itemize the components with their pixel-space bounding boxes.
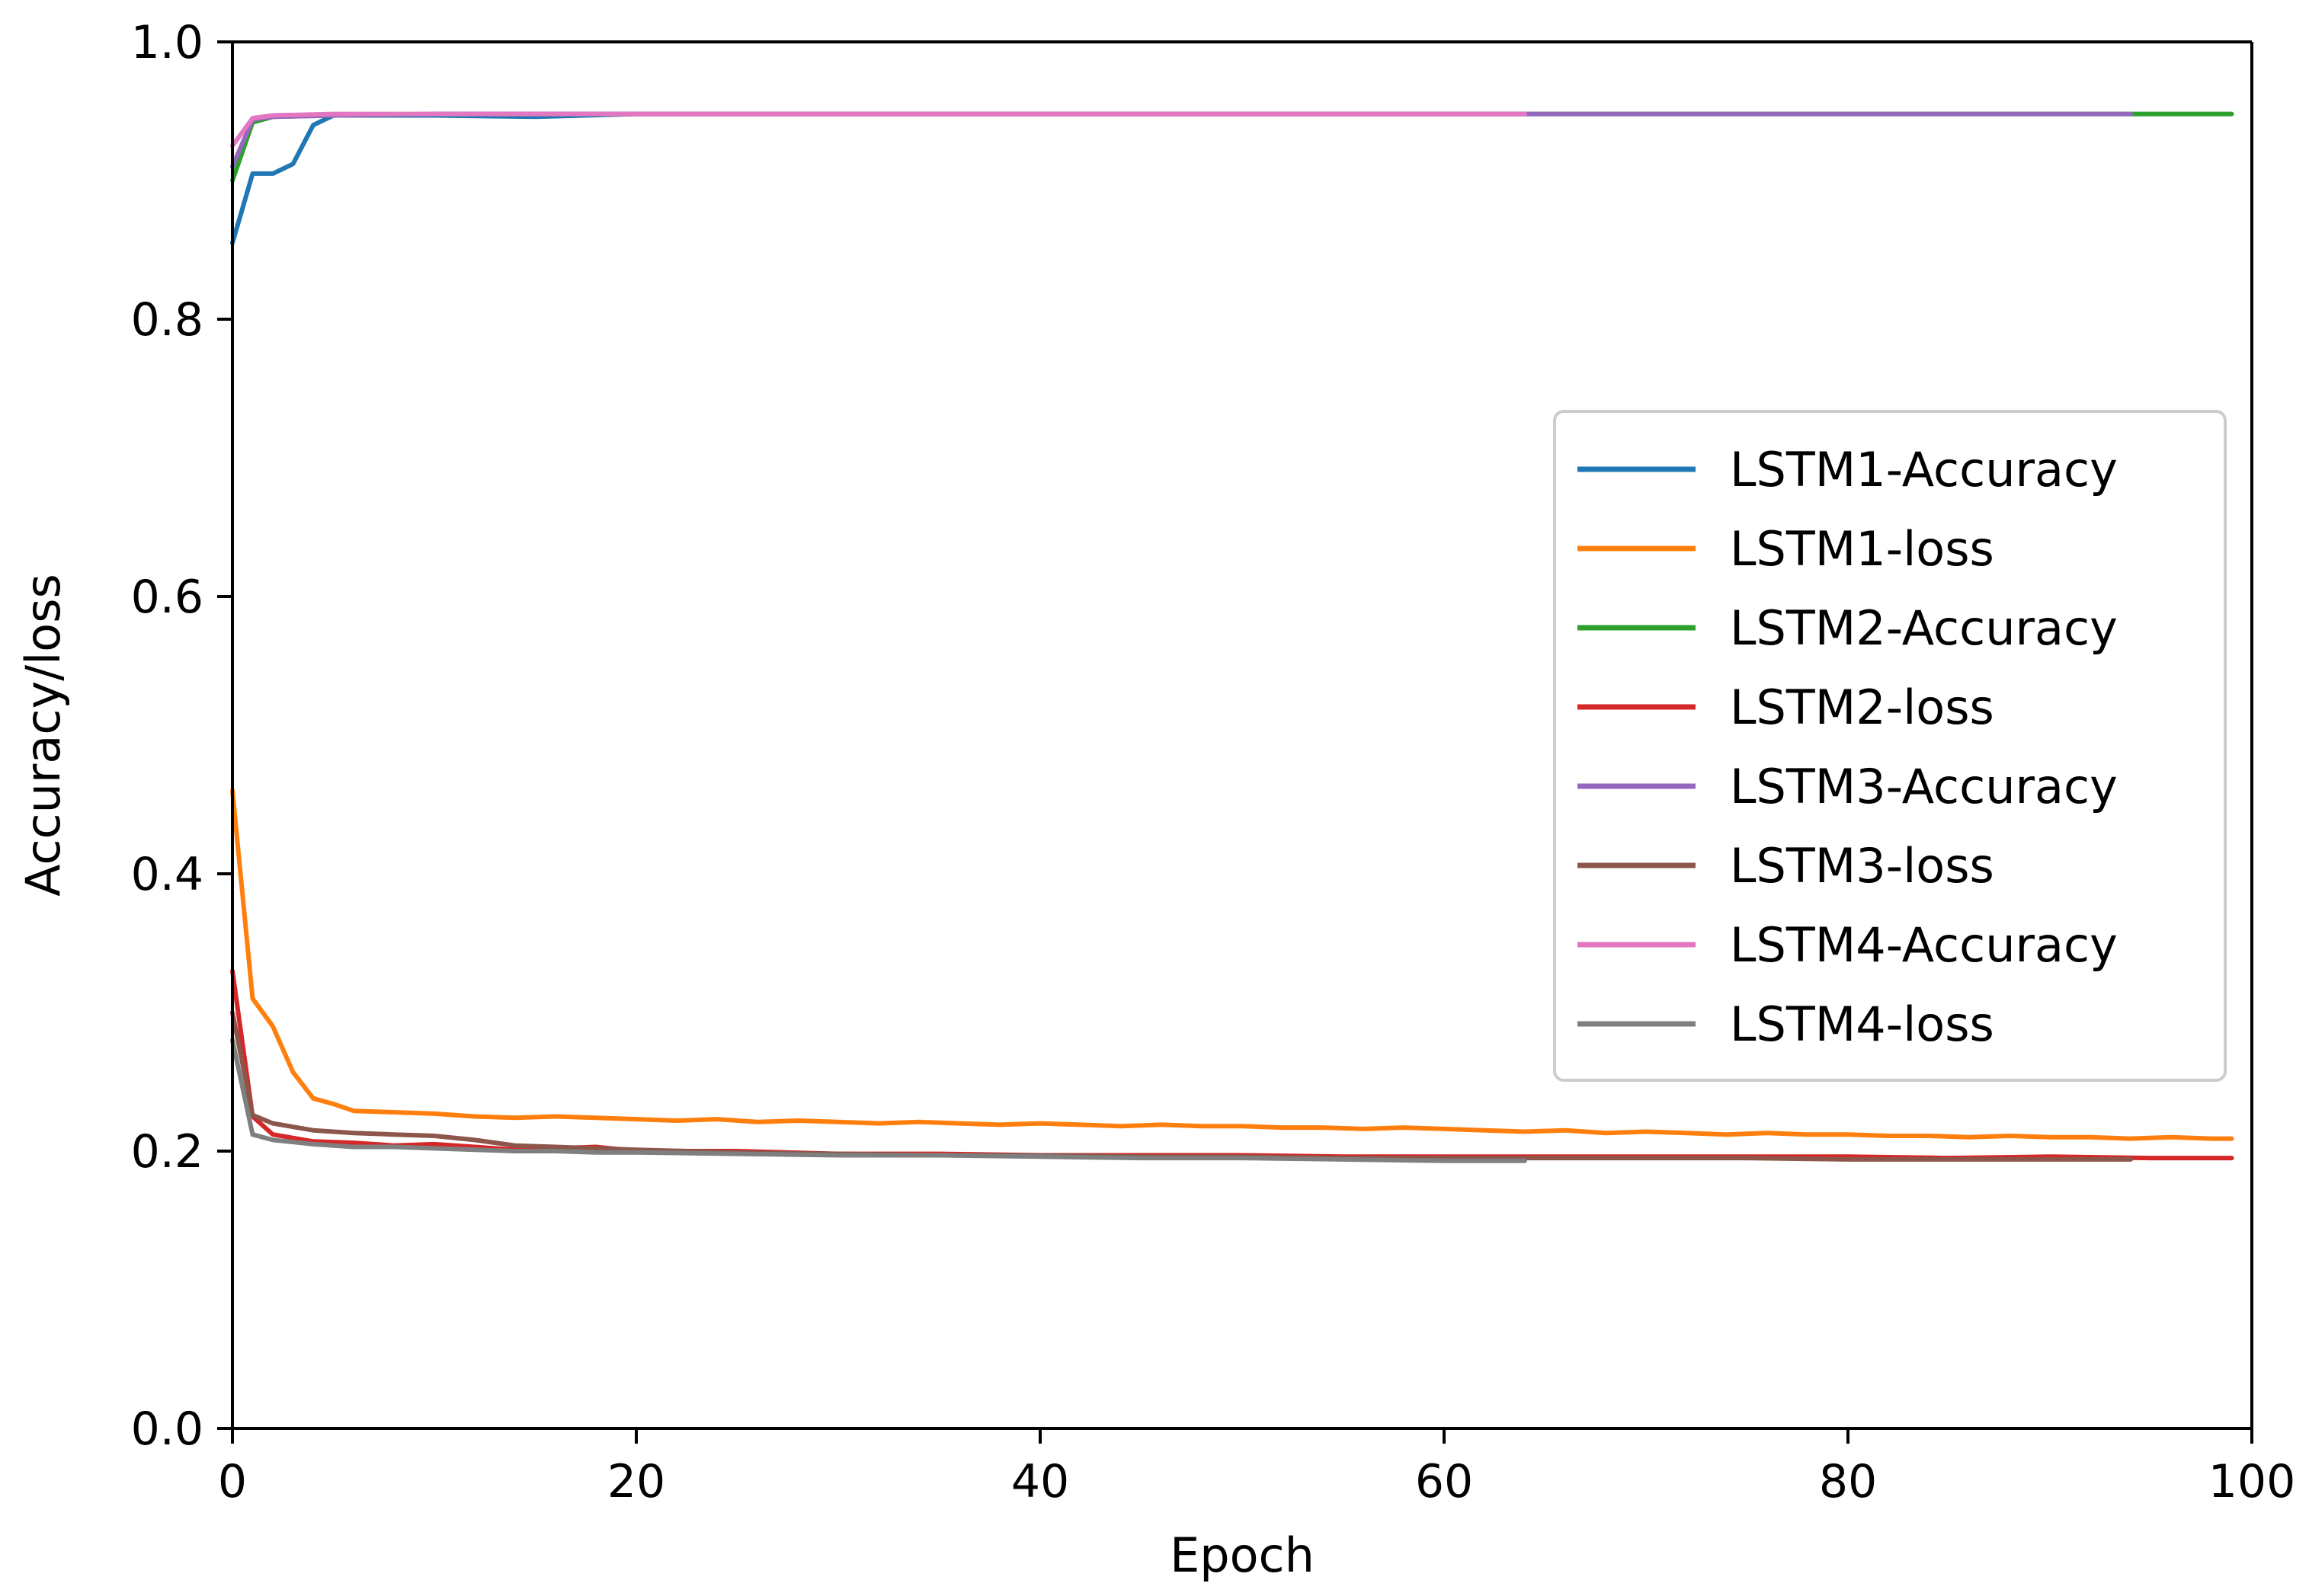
x-tick-label: 20 xyxy=(607,1455,665,1508)
y-tick-label: 0.0 xyxy=(131,1402,203,1456)
y-axis-label: Accuracy/loss xyxy=(15,574,71,897)
y-tick-label: 0.2 xyxy=(131,1125,203,1179)
legend-label: LSTM4-Accuracy xyxy=(1730,917,2118,973)
legend-box xyxy=(1553,410,2227,1082)
legend-label: LSTM4-loss xyxy=(1730,996,1994,1052)
x-tick-label: 0 xyxy=(218,1455,247,1508)
y-tick-label: 0.8 xyxy=(131,293,203,347)
legend-label: LSTM2-Accuracy xyxy=(1730,600,2118,656)
y-tick-label: 0.4 xyxy=(131,848,203,901)
legend-label: LSTM3-Accuracy xyxy=(1730,759,2118,814)
x-tick-label: 100 xyxy=(2208,1455,2296,1508)
legend-label: LSTM3-loss xyxy=(1730,838,1994,894)
x-tick-label: 80 xyxy=(1819,1455,1877,1508)
x-tick-label: 60 xyxy=(1415,1455,1473,1508)
legend-label: LSTM1-Accuracy xyxy=(1730,442,2118,497)
y-tick-label: 1.0 xyxy=(131,16,203,69)
legend-label: LSTM1-loss xyxy=(1730,521,1994,577)
x-tick-label: 40 xyxy=(1011,1455,1069,1508)
series-line-lstm4-accuracy xyxy=(230,111,1527,149)
series-line-lstm1-loss xyxy=(230,788,2234,1141)
series-line-lstm4-loss xyxy=(230,1038,1527,1163)
y-tick-label: 0.6 xyxy=(131,571,203,624)
legend-label: LSTM2-loss xyxy=(1730,680,1994,735)
x-axis-label: Epoch xyxy=(1170,1527,1315,1583)
